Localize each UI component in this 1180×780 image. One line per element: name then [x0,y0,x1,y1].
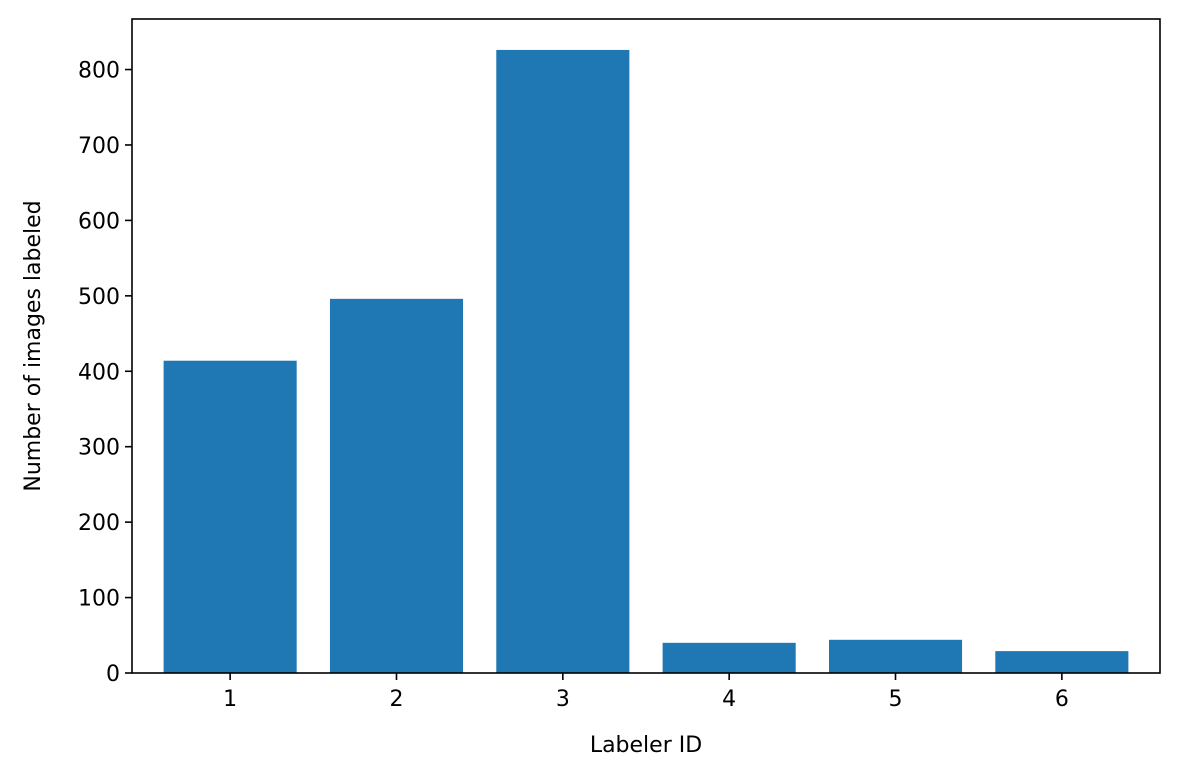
x-tick-label: 4 [722,687,736,712]
y-tick-label: 600 [78,209,120,234]
plot-frame [131,18,1161,674]
bars-group [163,49,1129,674]
x-tick-label: 6 [1055,687,1069,712]
bar-labeler-1 [163,360,297,673]
x-axis-ticks: 1 2 3 4 5 6 [223,673,1069,712]
bar-labeler-2 [329,298,464,673]
y-axis-label: Number of images labeled [21,200,46,491]
y-tick-label: 0 [106,662,120,687]
bar-labeler-5 [828,639,963,673]
y-tick-label: 800 [78,59,120,84]
y-tick-label: 500 [78,285,120,310]
y-tick-label: 200 [78,511,120,536]
bar-labeler-4 [662,642,796,673]
x-tick-label: 1 [223,687,237,712]
y-tick-label: 300 [78,436,120,461]
y-tick-label: 400 [78,360,120,385]
x-tick-label: 3 [556,687,570,712]
y-tick-label: 700 [78,134,120,159]
y-axis-ticks: 0 100 200 300 400 500 600 700 800 [78,59,132,687]
y-tick-label: 100 [78,587,120,612]
bar-labeler-6 [995,651,1129,673]
bar-labeler-3 [496,49,630,674]
x-tick-label: 2 [389,687,403,712]
x-tick-label: 5 [889,687,903,712]
x-axis-label: Labeler ID [590,733,702,758]
